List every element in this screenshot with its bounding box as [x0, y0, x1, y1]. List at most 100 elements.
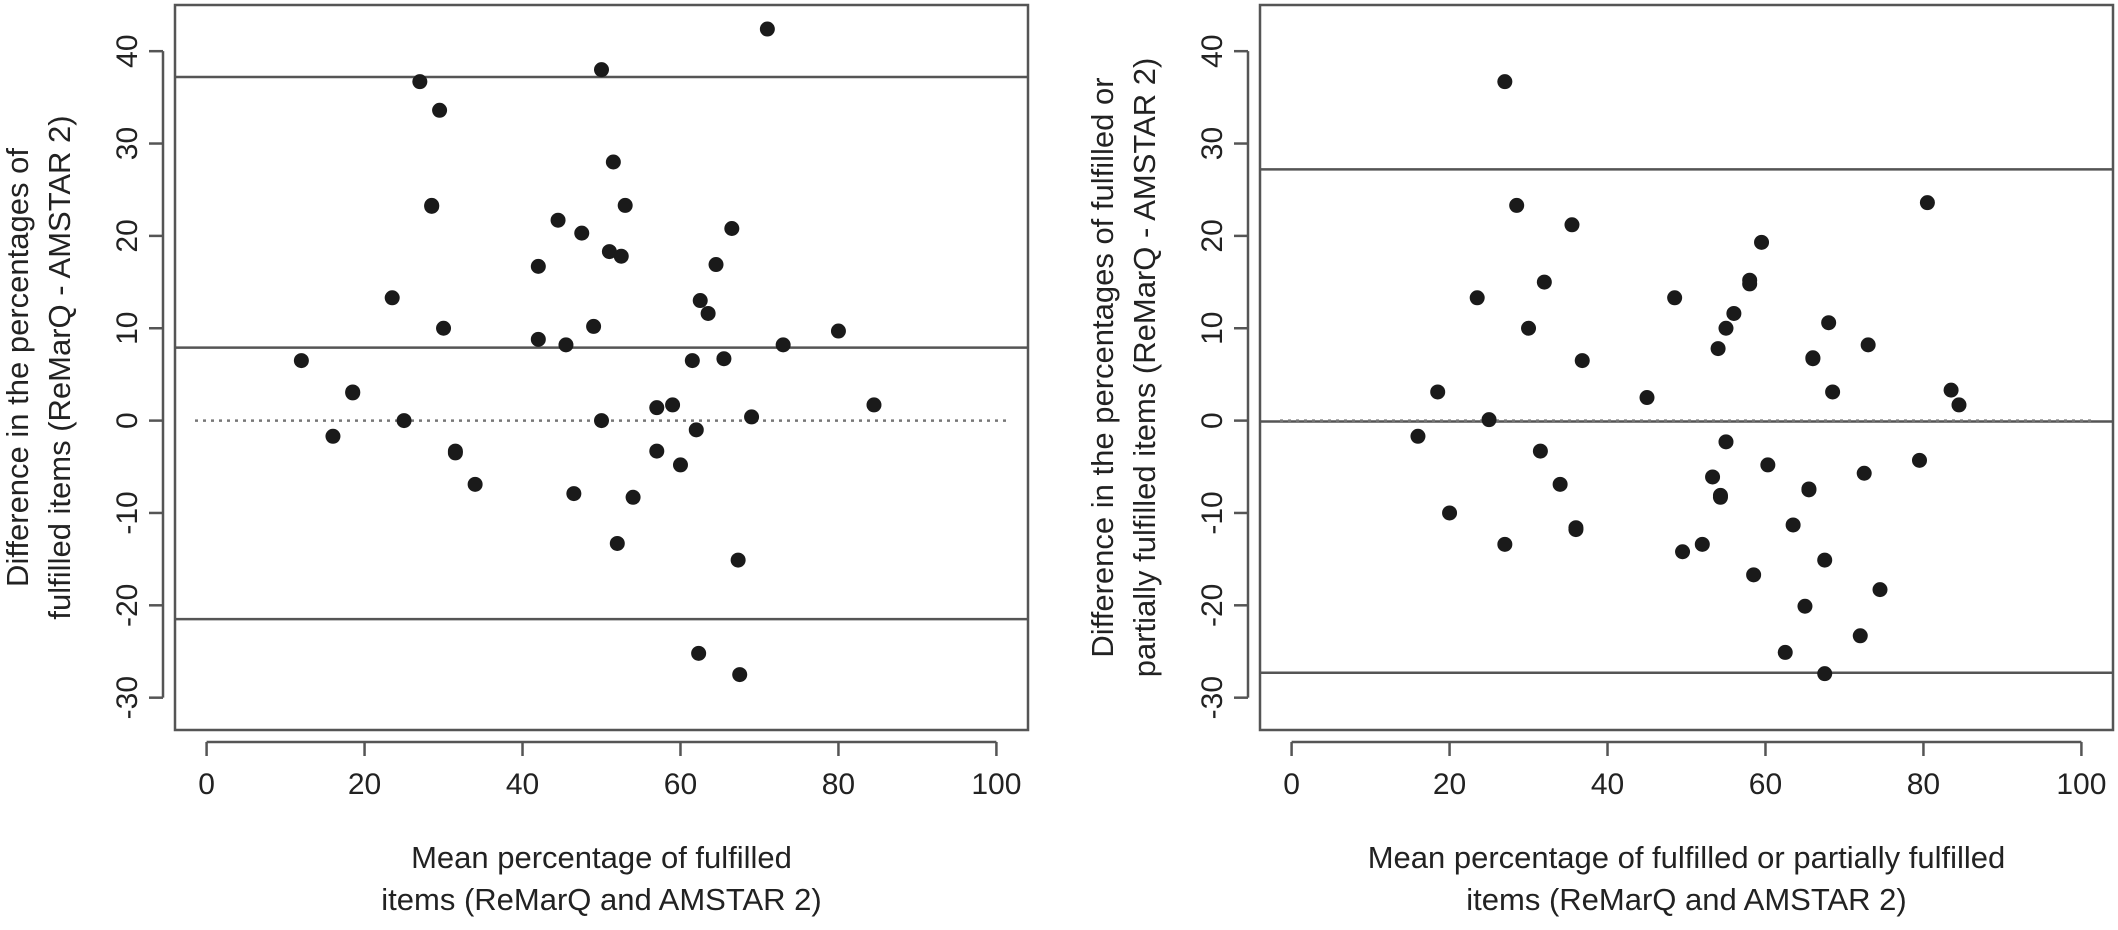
- left-plot-panel: 0 20 40 60 80 100 -30 -20 -10 0 10 20 30 40 Mean per…: [0, 3, 1030, 917]
- left-data-point: [732, 667, 748, 683]
- right-plot-frame: [1258, 3, 2115, 732]
- right-data-point: [1760, 457, 1776, 473]
- right-y-tick-label: 30: [1196, 127, 1229, 160]
- left-y-tick-label: 20: [111, 219, 144, 252]
- left-x-tick-label: 100: [971, 768, 1021, 801]
- right-y-tick-label: 20: [1196, 219, 1229, 252]
- left-data-point: [665, 397, 681, 413]
- left-x-tick-label: 80: [822, 768, 855, 801]
- right-data-point: [1667, 290, 1683, 306]
- right-data-point: [1509, 197, 1525, 213]
- right-data-point: [1430, 384, 1446, 400]
- right-x-tick-label: 20: [1433, 768, 1466, 801]
- right-data-point: [1801, 482, 1817, 498]
- left-x-tick-label: 0: [198, 768, 215, 801]
- left-data-point: [759, 21, 775, 37]
- right-data-point: [1797, 598, 1813, 614]
- left-x-axis: 0 20 40 60 80 100: [198, 740, 1021, 801]
- left-data-point: [700, 305, 716, 321]
- left-data-point: [530, 331, 546, 347]
- left-data-point: [412, 74, 428, 90]
- left-y-tick-label: 40: [111, 34, 144, 67]
- right-y-tick-label: -10: [1196, 491, 1229, 534]
- right-data-point: [1712, 487, 1728, 503]
- right-y-axis-title-line-2: partially fulfilled items (ReMarQ - AMST…: [1127, 58, 1162, 678]
- left-data-point: [617, 197, 633, 213]
- left-y-tick-label: 0: [111, 412, 144, 429]
- left-y-tick-label: 30: [111, 127, 144, 160]
- right-data-point: [1742, 276, 1758, 292]
- left-data-point: [775, 337, 791, 353]
- right-y-tick-label: 40: [1196, 34, 1229, 67]
- left-data-point: [649, 400, 665, 416]
- left-data-point: [613, 248, 629, 264]
- right-data-point: [1817, 552, 1833, 568]
- left-y-tick-label: -30: [111, 676, 144, 719]
- right-data-point: [1726, 305, 1742, 321]
- left-data-point: [609, 535, 625, 551]
- right-data-point: [1568, 522, 1584, 538]
- left-data-point: [716, 351, 732, 367]
- left-data-point: [605, 154, 621, 170]
- left-data-point: [345, 385, 361, 401]
- left-x-tick-label: 60: [664, 768, 697, 801]
- right-data-point: [1825, 384, 1841, 400]
- left-x-axis-title-line-2: items (ReMarQ and AMSTAR 2): [381, 882, 821, 917]
- right-y-tick-label: 10: [1196, 312, 1229, 345]
- left-y-tick-label: -20: [111, 584, 144, 627]
- left-reference-lines: [175, 75, 1028, 621]
- left-data-point: [594, 413, 609, 429]
- right-x-tick-label: 80: [1907, 768, 1940, 801]
- right-data-point: [1442, 505, 1458, 521]
- right-y-axis-title-line-1: Difference in the percentages of fulfill…: [1085, 77, 1120, 657]
- right-data-point: [1497, 536, 1513, 552]
- left-data-point: [436, 320, 452, 336]
- right-data-point: [1718, 320, 1734, 336]
- left-data-point: [744, 409, 760, 425]
- right-data-point: [1856, 465, 1872, 481]
- right-data-point: [1860, 337, 1876, 353]
- left-data-point: [550, 212, 566, 228]
- right-x-axis-title-line-1: Mean percentage of fulfilled or partiall…: [1368, 840, 2006, 875]
- right-data-point: [1805, 351, 1821, 367]
- left-y-axis-title-line-2: fulfilled items (ReMarQ - AMSTAR 2): [42, 115, 77, 619]
- right-data-point: [1521, 320, 1537, 336]
- right-data-point: [1817, 666, 1833, 682]
- right-data-point: [1675, 544, 1691, 560]
- left-y-axis-title-line-1: Difference in the percentages of: [0, 148, 35, 587]
- left-data-point: [672, 457, 688, 473]
- right-data-points: [1410, 74, 1967, 682]
- right-y-tick-label: -20: [1196, 584, 1229, 627]
- left-y-tick-label: -10: [111, 491, 144, 534]
- left-data-point: [424, 198, 440, 214]
- right-x-axis-title-line-2: items (ReMarQ and AMSTAR 2): [1466, 882, 1906, 917]
- right-data-point: [1821, 315, 1837, 331]
- right-data-point: [1710, 341, 1726, 357]
- left-plot-frame: [173, 3, 1030, 732]
- right-data-point: [1705, 469, 1721, 485]
- right-y-tick-label: -30: [1196, 676, 1229, 719]
- left-data-point: [566, 486, 582, 502]
- left-data-point: [574, 225, 590, 241]
- left-data-point: [530, 258, 546, 274]
- left-data-point: [724, 221, 740, 237]
- left-x-tick-label: 20: [348, 768, 381, 801]
- left-data-point: [447, 445, 463, 461]
- left-data-point: [625, 489, 641, 505]
- right-data-point: [1469, 290, 1485, 306]
- right-data-point: [1911, 452, 1927, 468]
- right-data-point: [1746, 567, 1762, 583]
- right-data-point: [1777, 644, 1793, 660]
- right-data-point: [1694, 536, 1710, 552]
- left-x-tick-label: 40: [506, 768, 539, 801]
- left-data-point: [558, 337, 574, 353]
- right-data-point: [1852, 628, 1868, 644]
- left-data-point: [708, 257, 724, 273]
- right-x-tick-label: 100: [2056, 768, 2106, 801]
- right-x-tick-label: 0: [1283, 768, 1300, 801]
- right-data-point: [1410, 428, 1426, 444]
- left-data-point: [432, 102, 448, 118]
- left-data-point: [866, 397, 882, 413]
- right-data-point: [1943, 382, 1959, 398]
